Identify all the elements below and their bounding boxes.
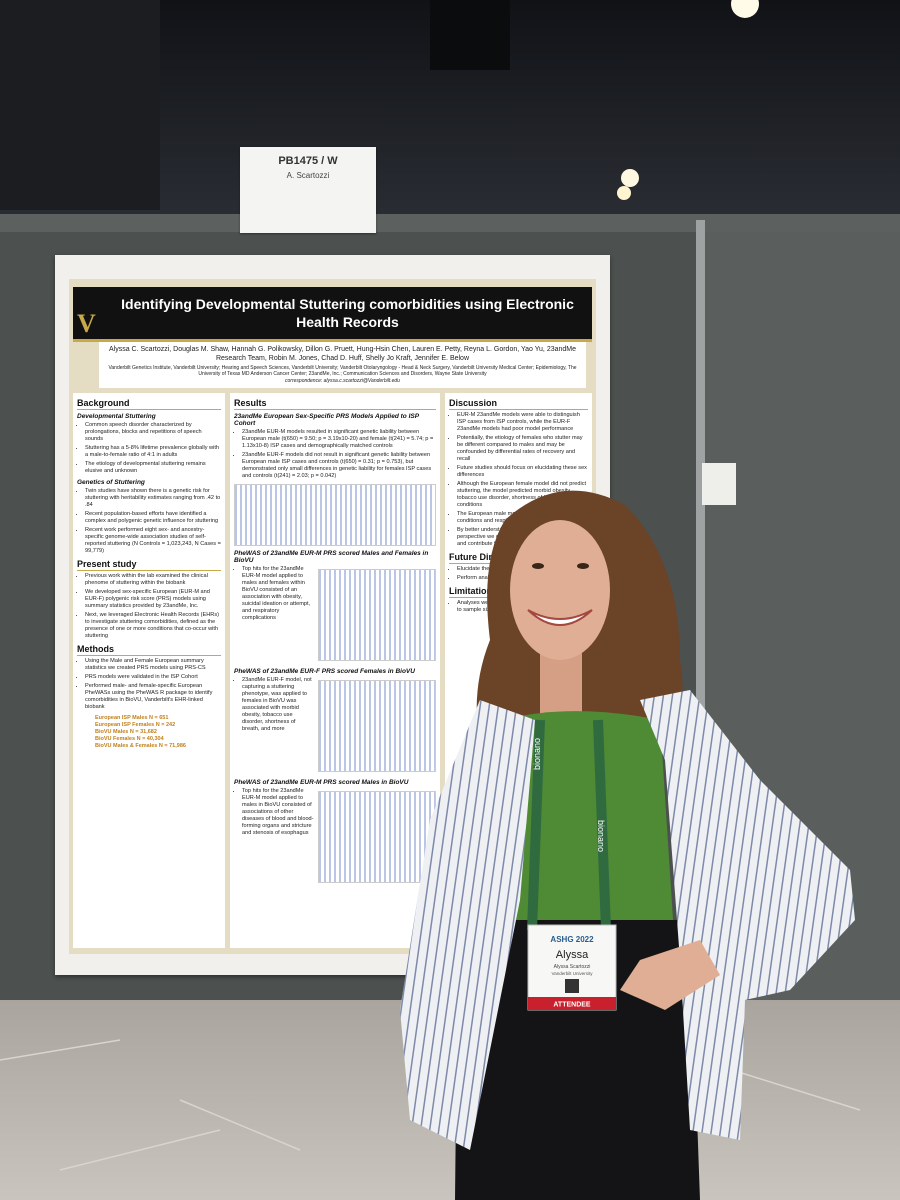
section-subheading: 23andMe European Sex-Specific PRS Models… (234, 413, 419, 427)
cup (702, 463, 736, 505)
eye (532, 563, 544, 569)
badge (527, 924, 617, 1011)
method-note: BioVU Males & Females N = 71,986 (95, 743, 186, 749)
bullet-list: Using the Male and Female European summa… (77, 658, 221, 711)
bullet-list: Top hits for the 23andMe EUR-M model app… (234, 566, 314, 661)
hand (620, 940, 720, 1010)
smile (527, 609, 593, 626)
authors: Alyssa C. Scartozzi, Douglas M. Shaw, Ha… (108, 346, 577, 362)
poster-column: Results 23andMe European Sex-Specific PRS… (230, 393, 440, 948)
figure (318, 791, 436, 883)
section-heading: Present study (77, 559, 221, 571)
bullet: Potentially, the etiology of females who… (457, 435, 588, 463)
section-heading: Results (234, 398, 436, 410)
shirt-right (640, 690, 855, 1140)
bullet: Recent work performed eight sex- and anc… (85, 527, 221, 555)
poster-title-bar: V Identifying Developmental Stuttering c… (73, 287, 592, 342)
ceiling-light (621, 169, 639, 187)
figure (318, 680, 436, 772)
text-figure-row: 23andMe EUR-F model, not capturing a stu… (234, 677, 436, 776)
eye (577, 563, 589, 569)
ceiling-structure (0, 0, 160, 210)
neck (540, 650, 582, 720)
bullet-list: Common speech disorder characterized by … (77, 422, 221, 475)
figure (318, 569, 436, 661)
shirt-left (400, 700, 535, 1150)
section-subheading: PheWAS of 23andMe EUR-M PRS scored Males… (234, 550, 429, 564)
ceiling-light (731, 0, 759, 18)
ceiling-speaker (430, 0, 510, 70)
badge-first-name: Alyssa (556, 949, 589, 961)
bullet: 23andMe EUR-F model, not capturing a stu… (242, 677, 314, 733)
bullet: The etiology of developmental stuttering… (85, 461, 221, 475)
wall-top-rail (0, 214, 900, 232)
bullet: Stuttering has a 5-8% lifetime prevalenc… (85, 445, 221, 459)
method-note: BioVU Males N = 31,682 (95, 729, 157, 735)
section-subheading: PheWAS of 23andMe EUR-M PRS scored Males… (234, 779, 409, 786)
logo: V (77, 309, 96, 338)
sign-name: A. Scartozzi (286, 171, 330, 180)
figure (234, 484, 436, 546)
lanyard-strap (527, 719, 611, 931)
text-figure-row: Top hits for the 23andMe EUR-M model app… (234, 788, 436, 887)
sign-code: PB1475 / W (278, 155, 338, 167)
bullet: Although the European female model did n… (457, 481, 588, 509)
bullet: Using the Male and Female European summa… (85, 658, 221, 672)
poster-column: Background Developmental Stuttering Common… (73, 393, 225, 948)
text-figure-row: Top hits for the 23andMe EUR-M model app… (234, 566, 436, 665)
ceiling-light (617, 186, 631, 200)
bullet: Recent population-based efforts have ide… (85, 511, 221, 525)
section-heading: Methods (77, 644, 221, 656)
bullet: Common speech disorder characterized by … (85, 422, 221, 443)
bullet-list: 23andMe EUR-M models resulted in signifi… (234, 429, 436, 480)
method-note: European ISP Females N = 242 (95, 722, 176, 728)
affiliations: Vanderbilt Genetics Institute, Vanderbil… (108, 365, 577, 377)
badge-role-strip (528, 997, 616, 1010)
bullet: Top hits for the 23andMe EUR-M model app… (242, 566, 314, 622)
booth-sign: PB1475 / W A. Scartozzi (240, 147, 376, 233)
bullet: 23andMe EUR-F models did not result in s… (242, 452, 436, 480)
method-note: BioVU Females N = 40,304 (95, 736, 164, 742)
bullet: We developed sex-specific European (EUR-… (85, 589, 221, 610)
section-subheading: Developmental Stuttering (77, 413, 156, 420)
bullet: Performed male- and female-specific Euro… (85, 683, 221, 711)
section-subheading: Genetics of Stuttering (77, 479, 145, 486)
badge-role: ATTENDEE (553, 1002, 591, 1009)
bullet-list: Twin studies have shown there is a genet… (77, 488, 221, 555)
bullet: PRS models were validated in the ISP Coh… (85, 674, 221, 681)
face (510, 520, 610, 660)
bullet: Previous work within the lab examined th… (85, 573, 221, 587)
section-heading: Discussion (449, 398, 588, 410)
badge-affiliation: Vanderbilt University (552, 971, 594, 976)
lanyard-print: bionano (532, 738, 542, 770)
badge-event: ASHG 2022 (550, 935, 594, 944)
bullet: EUR-M 23andMe models were able to distin… (457, 412, 588, 433)
correspondence: correspondence: alyssa.c.scartozzi@Vande… (285, 378, 400, 384)
poster-authors-block: Alyssa C. Scartozzi, Douglas M. Shaw, Ha… (99, 342, 586, 388)
bullet: Top hits for the 23andMe EUR-M model app… (242, 788, 314, 837)
bullet: Twin studies have shown there is a genet… (85, 488, 221, 509)
section-subheading: PheWAS of 23andMe EUR-F PRS scored Femal… (234, 668, 415, 675)
section-heading: Background (77, 398, 221, 410)
bullet-list: Top hits for the 23andMe EUR-M model app… (234, 788, 314, 883)
lanyard-print: bionano (596, 820, 606, 852)
poster-title: Identifying Developmental Stuttering com… (121, 296, 574, 330)
bullet: Next, we leveraged Electronic Health Rec… (85, 612, 221, 640)
badge-full-name: Alyssa Scartozzi (554, 964, 591, 970)
bullet: Future studies should focus on elucidati… (457, 465, 588, 479)
bullet-list: 23andMe EUR-F model, not capturing a stu… (234, 677, 314, 772)
floor-cracks (0, 1039, 861, 1171)
bullet-list: Previous work within the lab examined th… (77, 573, 221, 640)
bullet: 23andMe EUR-M models resulted in signifi… (242, 429, 436, 450)
badge-qr (565, 979, 579, 993)
method-note: European ISP Males N = 651 (95, 715, 169, 721)
